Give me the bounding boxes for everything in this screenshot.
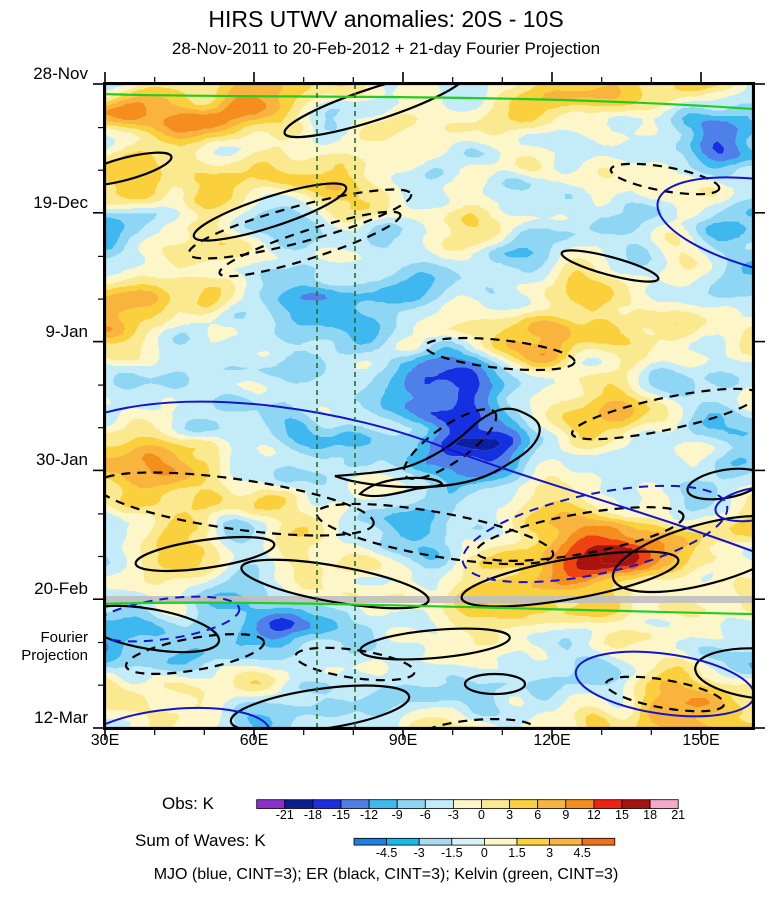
svg-text:3: 3 (506, 808, 513, 822)
svg-text:-4.5: -4.5 (376, 846, 398, 860)
svg-text:3: 3 (546, 846, 553, 860)
svg-text:-15: -15 (332, 808, 350, 822)
svg-text:4.5: 4.5 (574, 846, 591, 860)
svg-text:-12: -12 (360, 808, 378, 822)
svg-text:1.5: 1.5 (508, 846, 525, 860)
svg-text:21: 21 (671, 808, 685, 822)
svg-text:-6: -6 (420, 808, 431, 822)
svg-text:12: 12 (587, 808, 601, 822)
svg-text:-21: -21 (276, 808, 294, 822)
svg-text:0: 0 (481, 846, 488, 860)
svg-text:-18: -18 (304, 808, 322, 822)
svg-text:-3: -3 (448, 808, 459, 822)
svg-text:6: 6 (534, 808, 541, 822)
svg-text:9: 9 (562, 808, 569, 822)
svg-text:15: 15 (615, 808, 629, 822)
svg-text:18: 18 (643, 808, 657, 822)
svg-text:0: 0 (478, 808, 485, 822)
svg-text:-9: -9 (392, 808, 403, 822)
svg-text:-1.5: -1.5 (441, 846, 463, 860)
svg-text:-3: -3 (414, 846, 425, 860)
